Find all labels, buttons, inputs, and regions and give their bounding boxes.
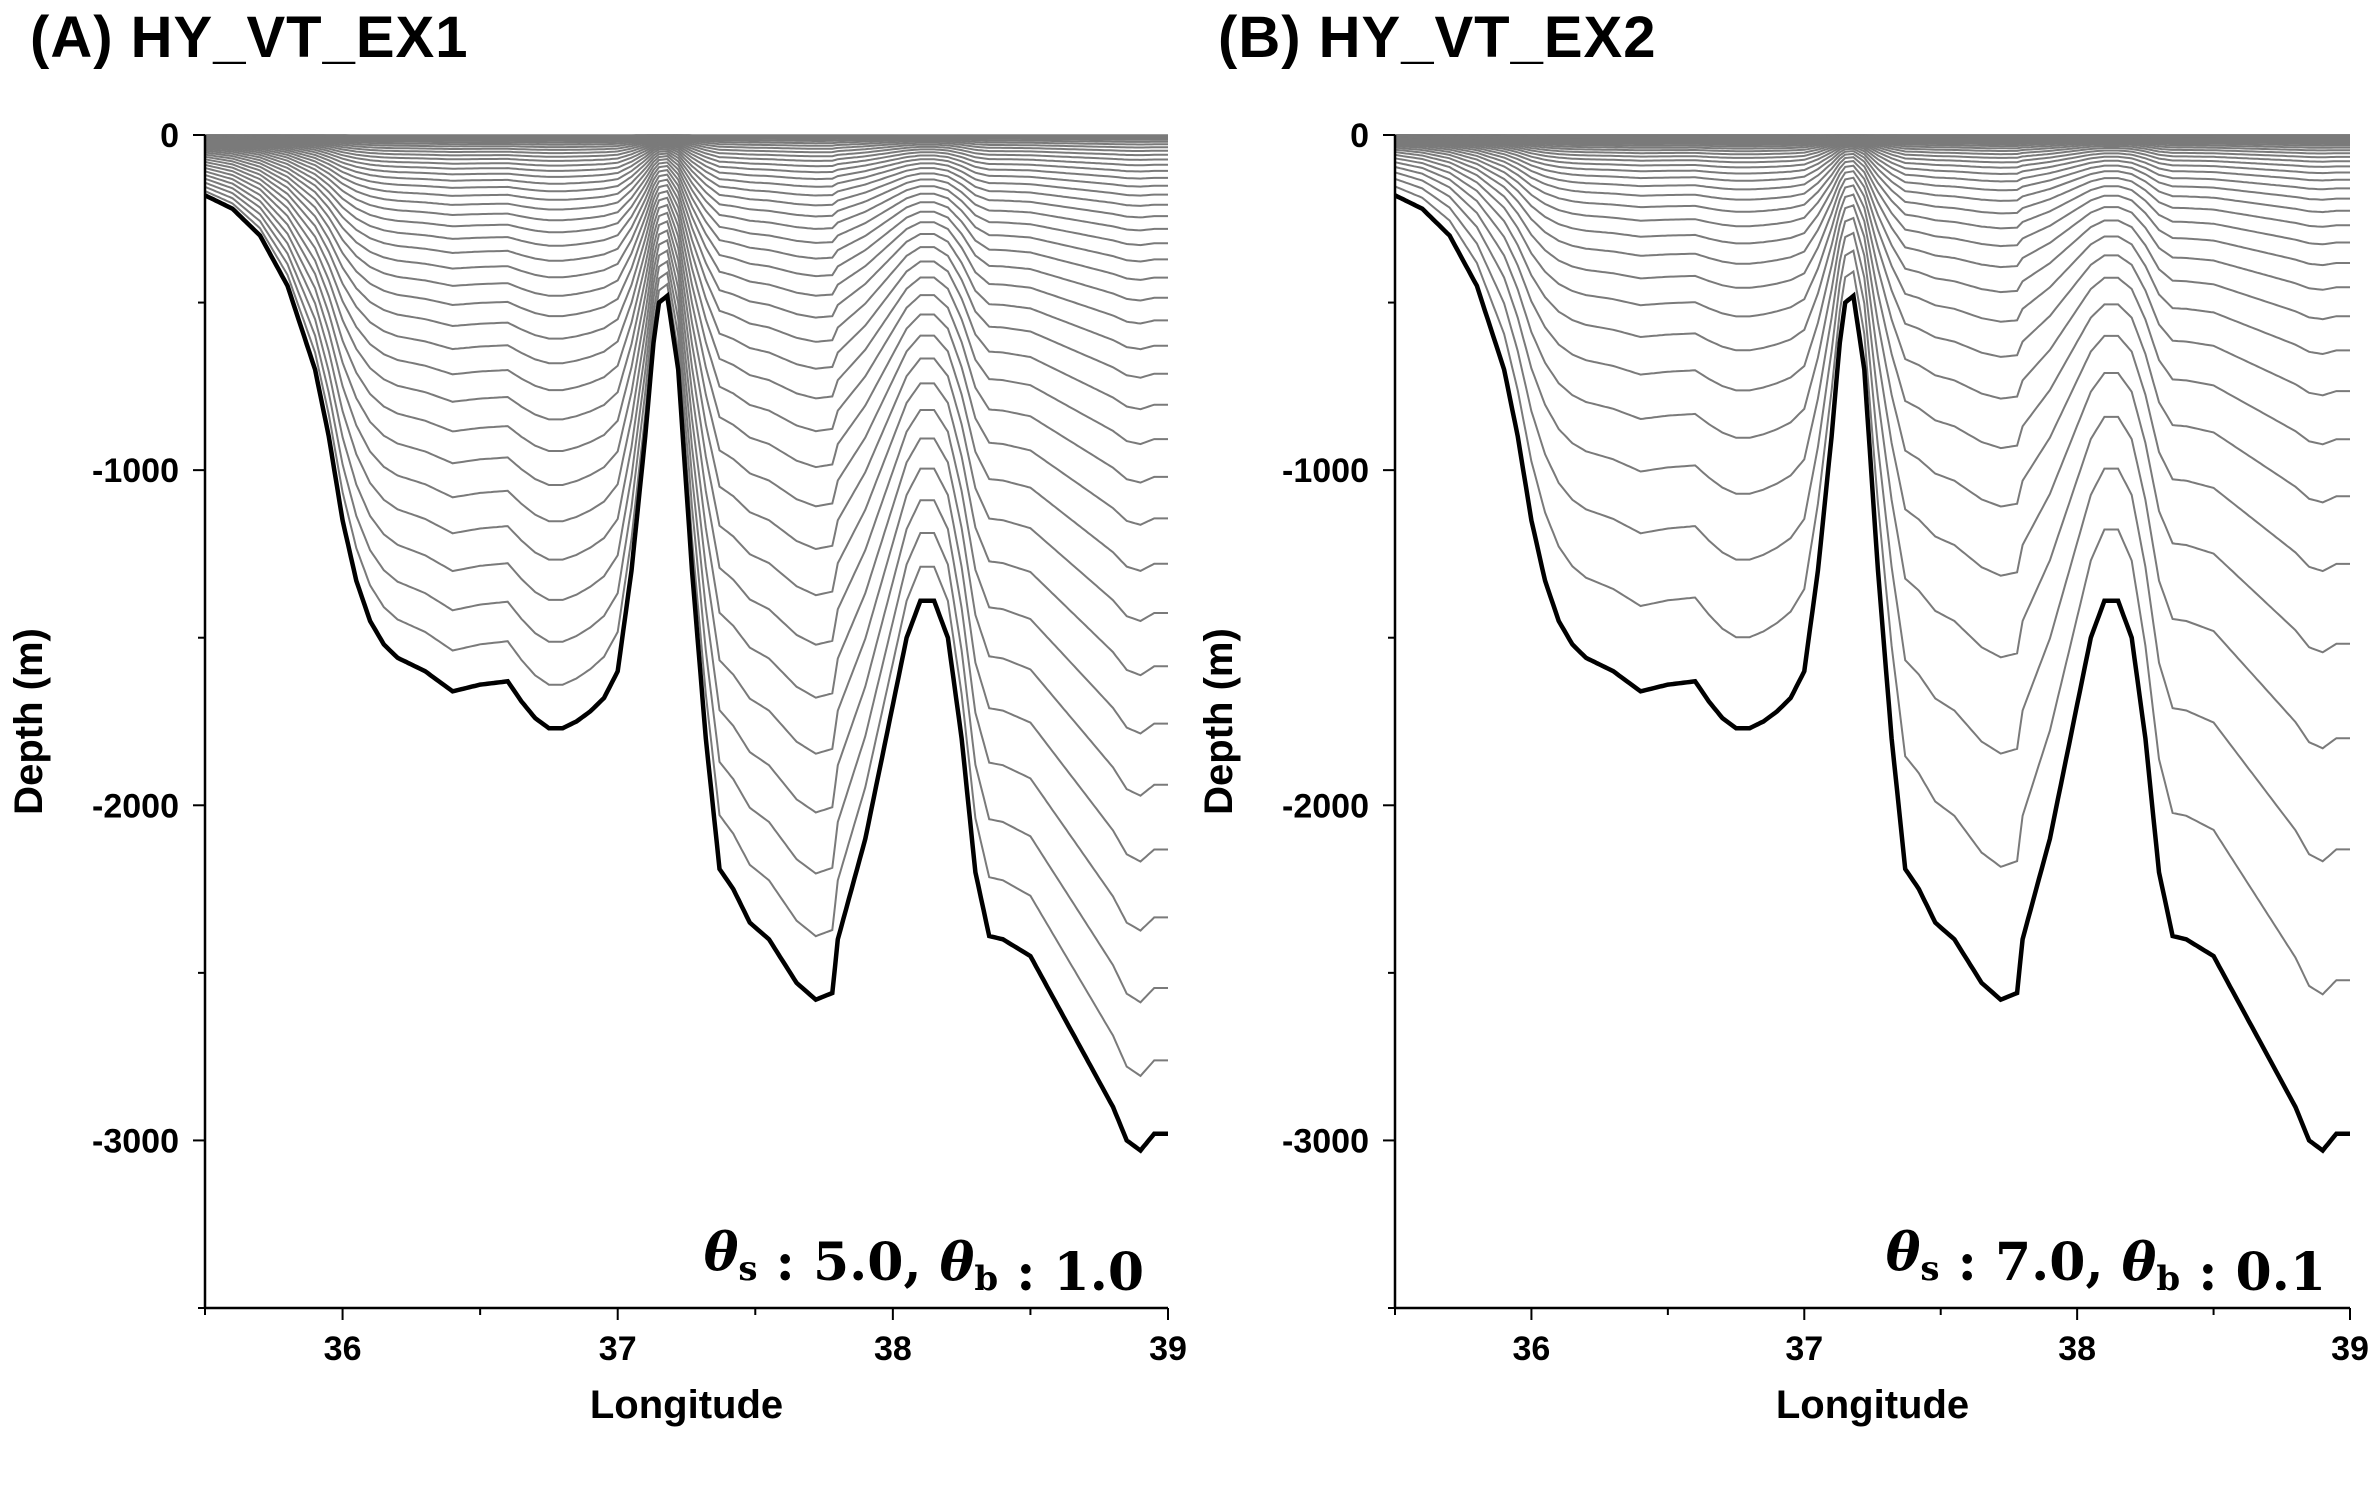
sigma-level-line <box>204 138 1168 188</box>
sigma-level-line <box>204 145 1168 302</box>
sigma-level-line <box>1394 153 2350 446</box>
sigma-level-line <box>1394 140 2350 214</box>
sigma-level-line <box>204 136 1168 161</box>
y-tick-label: 0 <box>160 117 179 155</box>
sigma-level-line <box>1394 138 2350 191</box>
sigma-level-line <box>204 143 1168 281</box>
sigma-level-line <box>204 140 1168 232</box>
sigma-level-line <box>204 155 1168 484</box>
x-axis-title: Longitude <box>1776 1383 1969 1427</box>
sigma-level-line <box>1394 141 2350 228</box>
panel-a: 0 -1000 -2000 -3000 36 37 38 39 Longitude Depth (… <box>7 117 1187 1427</box>
sigma-level-line <box>1394 138 2350 182</box>
sigma-level-line <box>1395 136 2350 152</box>
y-tick-label: -3000 <box>1282 1122 1369 1160</box>
sigma-level-line <box>1394 136 2350 163</box>
sigma-level-line <box>1394 165 2350 654</box>
sigma-level-line <box>204 177 1168 863</box>
sigma-level-line <box>204 141 1168 247</box>
x-tick-label: 36 <box>324 1330 362 1368</box>
sigma-level-line <box>1394 144 2350 291</box>
y-tick-label: -2000 <box>92 787 179 825</box>
panel-b: 0 -1000 -2000 -3000 36 37 38 39 Longitude Depth (… <box>1197 117 2369 1427</box>
sigma-level-line <box>204 167 1168 677</box>
sigma-level-line <box>1395 137 2350 168</box>
sigma-level-line <box>204 148 1168 351</box>
sigma-level-line <box>204 181 1168 932</box>
sigma-level-line <box>204 137 1168 180</box>
x-tick-label: 38 <box>874 1330 912 1368</box>
sigma-level-line <box>1394 161 2350 573</box>
bottom-profile-line <box>1393 193 2350 1154</box>
sigma-level-line <box>204 146 1168 325</box>
sigma-level-line <box>204 142 1168 263</box>
sigma-level-line <box>204 138 1168 197</box>
x-tick-label: 37 <box>1785 1330 1823 1368</box>
sigma-level-line <box>1394 171 2350 750</box>
x-tick-label: 39 <box>1149 1330 1187 1368</box>
sigma-level-line <box>1394 137 2350 175</box>
sigma-level-line <box>204 160 1168 572</box>
sigma-level-line <box>1394 139 2350 201</box>
sigma-level-line <box>1395 136 2350 155</box>
sigma-level-line <box>205 135 1168 149</box>
sigma-level-line <box>204 140 1168 219</box>
y-tick-label: -3000 <box>92 1122 179 1160</box>
sigma-level-line <box>1394 142 2350 246</box>
sigma-levels <box>204 134 1168 1078</box>
y-tick-label: -1000 <box>92 452 179 490</box>
sigma-level-line <box>204 185 1168 1004</box>
sigma-level-line <box>205 135 1168 157</box>
sigma-level-line <box>204 137 1168 173</box>
y-tick-label: -2000 <box>1282 787 1369 825</box>
y-tick-label: -1000 <box>1282 452 1369 490</box>
sigma-level-line <box>205 135 1168 146</box>
x-tick-label: 36 <box>1513 1330 1551 1368</box>
bottom-profile-line <box>203 193 1168 1154</box>
sigma-level-line <box>204 163 1168 623</box>
y-tick-label: 0 <box>1350 117 1369 155</box>
sigma-level-line <box>204 153 1168 446</box>
y-axis-title: Depth (m) <box>7 628 51 815</box>
y-axis-title: Depth (m) <box>1197 628 1241 815</box>
sigma-level-line <box>204 151 1168 411</box>
sigma-level-line <box>1394 177 2350 863</box>
sigma-level-line <box>205 135 1168 152</box>
sigma-level-line <box>1394 143 2350 267</box>
sigma-level-line <box>205 136 1168 167</box>
sigma-level-line <box>204 149 1168 379</box>
x-tick-label: 37 <box>599 1330 637 1368</box>
stretching-parameters: θs : 7.0, θb : 0.1 <box>1886 1222 2326 1303</box>
sigma-level-line <box>1394 157 2350 504</box>
sigma-level-line <box>204 170 1168 735</box>
x-axis-title: Longitude <box>590 1383 783 1427</box>
panel-b-title: (B) HY_VT_EX2 <box>1218 5 1657 70</box>
sigma-level-line <box>1394 151 2350 397</box>
sigma-levels <box>1394 134 2350 996</box>
sigma-level-line <box>1394 148 2350 356</box>
x-tick-label: 38 <box>2058 1330 2096 1368</box>
sigma-level-line <box>1395 136 2350 159</box>
x-tick-label: 39 <box>2331 1330 2369 1368</box>
sigma-level-line <box>204 158 1168 526</box>
sigma-level-line <box>204 173 1168 797</box>
sigma-level-line <box>1394 146 2350 321</box>
sigma-level-line <box>1394 185 2350 996</box>
panel-a-title: (A) HY_VT_EX1 <box>30 5 469 70</box>
sigma-level-line <box>204 139 1168 207</box>
stretching-parameters: θs : 5.0, θb : 1.0 <box>704 1222 1144 1303</box>
